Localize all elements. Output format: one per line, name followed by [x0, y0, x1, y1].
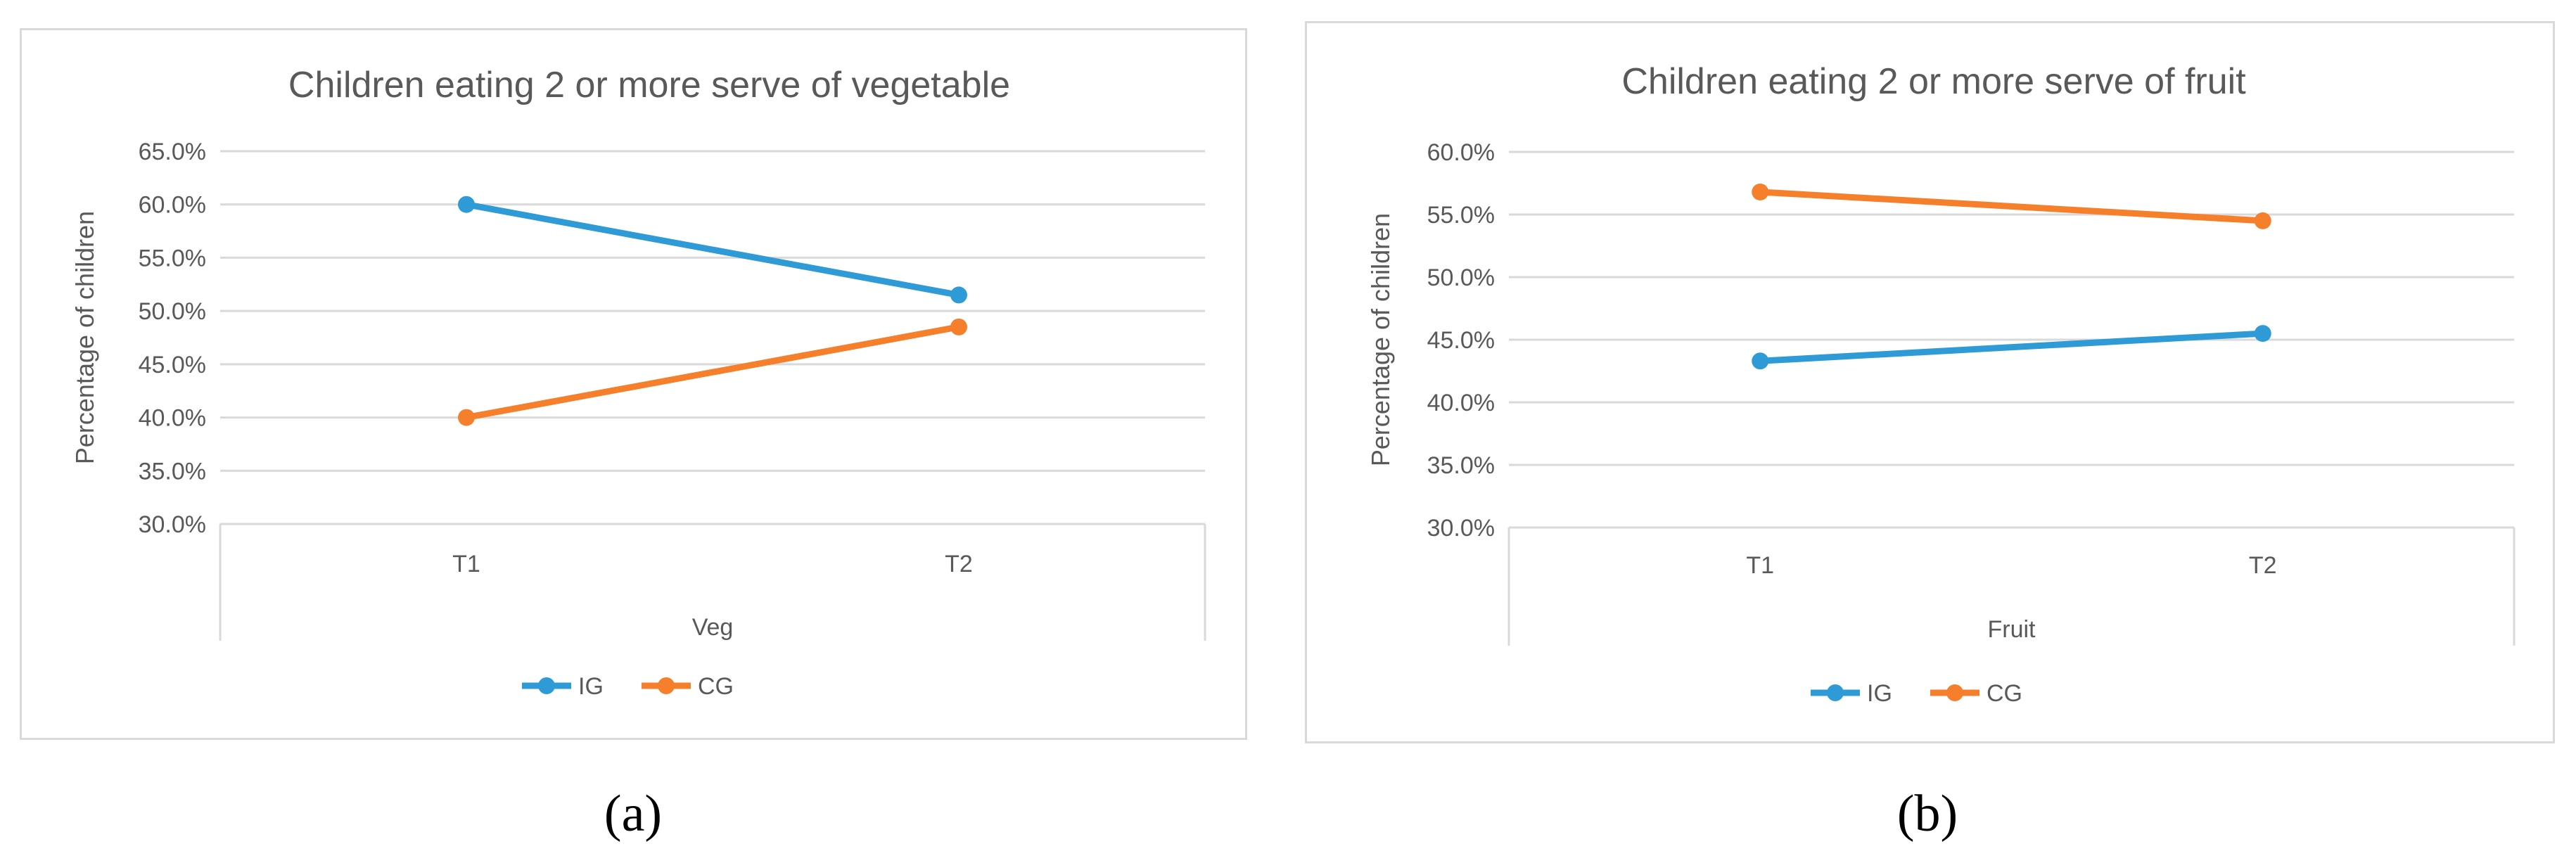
chart-title-vegetable: Children eating 2 or more serve of veget…	[288, 65, 1010, 106]
y-tick-label-vegetable: 50.0%	[139, 298, 206, 325]
x-tick-label-vegetable: T2	[945, 551, 973, 577]
y-tick-label-fruit: 50.0%	[1427, 264, 1495, 291]
y-tick-label-fruit: 55.0%	[1427, 202, 1495, 229]
y-tick-label-vegetable: 45.0%	[139, 352, 206, 378]
y-tick-label-vegetable: 55.0%	[139, 245, 206, 271]
data-point-ig-vegetable	[950, 286, 967, 304]
legend-label-cg-fruit: CG	[1987, 680, 2022, 707]
y-axis-title-vegetable: Percentage of children	[70, 211, 99, 464]
y-tick-label-fruit: 45.0%	[1427, 327, 1495, 354]
legend-swatch-marker-ig-fruit	[1827, 684, 1844, 701]
legend-label-ig-fruit: IG	[1867, 680, 1892, 707]
series-line-ig-fruit	[1760, 330, 2263, 364]
chart-svg-fruit: Children eating 2 or more serve of fruit…	[1366, 61, 2516, 707]
y-tick-label-vegetable: 35.0%	[139, 458, 206, 485]
y-tick-label-vegetable: 30.0%	[139, 511, 206, 538]
y-tick-label-fruit: 60.0%	[1427, 139, 1495, 166]
y-tick-label-vegetable: 65.0%	[139, 139, 206, 165]
data-point-ig-fruit	[1752, 352, 1769, 370]
data-point-cg-fruit	[1752, 183, 1769, 200]
series-line-cg-fruit	[1759, 188, 2264, 224]
chart-panel-vegetable: Children eating 2 or more serve of veget…	[20, 28, 1247, 740]
data-point-cg-vegetable	[458, 409, 475, 426]
chart-title-fruit: Children eating 2 or more serve of fruit	[1621, 61, 2246, 102]
data-point-cg-vegetable	[950, 318, 967, 335]
chart-svg-vegetable: Children eating 2 or more serve of veget…	[70, 65, 1206, 700]
caption-b: (b)	[1896, 785, 1958, 843]
data-point-ig-vegetable	[458, 196, 475, 213]
data-point-cg-fruit	[2254, 212, 2271, 229]
legend-label-ig-vegetable: IG	[578, 673, 604, 700]
legend-swatch-marker-cg-vegetable	[658, 677, 675, 694]
x-tick-label-fruit: T1	[1746, 552, 1774, 579]
y-tick-label-vegetable: 60.0%	[139, 192, 206, 219]
series-line-ig-vegetable	[466, 201, 959, 298]
chart-panel-fruit: Children eating 2 or more serve of fruit…	[1305, 21, 2555, 743]
y-tick-label-fruit: 35.0%	[1427, 452, 1495, 479]
data-point-ig-fruit	[2254, 325, 2271, 343]
legend-label-cg-vegetable: CG	[698, 673, 734, 700]
series-line-cg-vegetable	[466, 324, 959, 421]
x-tick-label-fruit: T2	[2249, 552, 2277, 579]
x-axis-title-vegetable: Veg	[692, 614, 734, 641]
y-tick-label-fruit: 30.0%	[1427, 515, 1495, 542]
x-tick-label-vegetable: T1	[452, 551, 480, 577]
y-axis-title-fruit: Percentage of children	[1366, 213, 1395, 466]
legend-swatch-marker-cg-fruit	[1946, 684, 1963, 701]
legend-swatch-marker-ig-vegetable	[538, 677, 555, 694]
y-tick-label-fruit: 40.0%	[1427, 390, 1495, 416]
caption-a: (a)	[604, 785, 663, 843]
x-axis-title-fruit: Fruit	[1988, 616, 2036, 643]
y-tick-label-vegetable: 40.0%	[139, 405, 206, 432]
